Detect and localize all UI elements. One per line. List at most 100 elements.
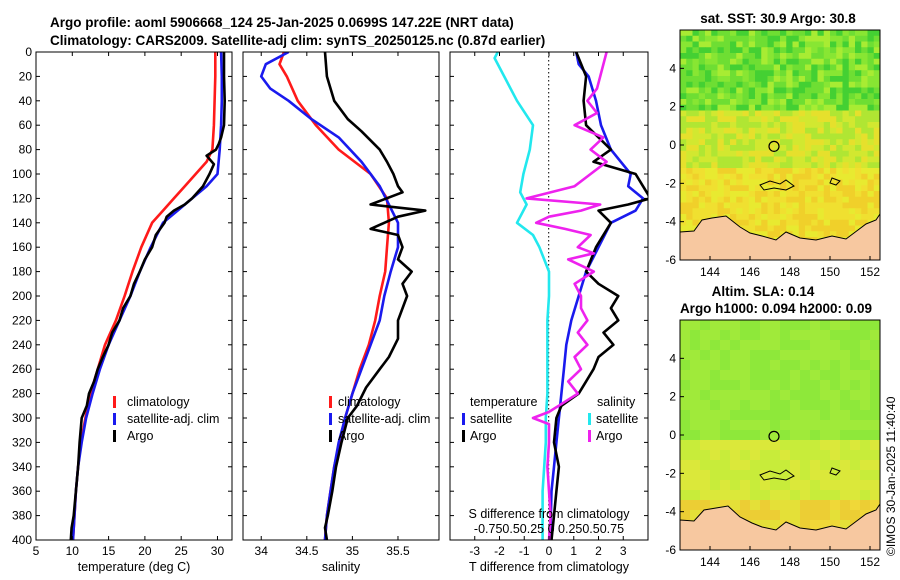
field-cell	[736, 87, 743, 94]
field-cell	[686, 202, 693, 209]
field-cell	[736, 41, 743, 48]
field-cell	[730, 440, 741, 451]
field-cell	[742, 104, 750, 111]
field-cell	[780, 179, 787, 186]
field-cell	[690, 330, 701, 341]
field-cell	[811, 35, 818, 42]
field-cell	[698, 145, 706, 152]
field-cell	[842, 127, 850, 134]
field-cell	[792, 41, 800, 48]
field-cell	[860, 360, 871, 371]
field-cell	[805, 64, 812, 71]
field-cell	[680, 53, 687, 60]
field-cell	[723, 30, 731, 37]
field-cell	[817, 219, 825, 226]
field-cell	[780, 139, 787, 146]
field-cell	[720, 360, 731, 371]
field-cell	[692, 219, 700, 226]
field-cell	[680, 139, 687, 146]
field-cell	[848, 179, 856, 186]
field-cell	[700, 400, 711, 411]
map-x-tick-label: 146	[740, 555, 760, 569]
field-cell	[805, 179, 812, 186]
field-cell	[773, 53, 781, 60]
field-cell	[720, 430, 731, 441]
field-cell	[742, 127, 750, 134]
field-cell	[700, 430, 711, 441]
field-cell	[736, 122, 743, 129]
field-cell	[798, 30, 806, 37]
field-cell	[748, 47, 756, 54]
field-cell	[810, 320, 821, 331]
field-cell	[686, 156, 693, 163]
field-cell	[861, 122, 868, 129]
field-cell	[760, 370, 771, 381]
y-tick-label: 100	[12, 167, 32, 181]
field-cell	[823, 35, 831, 42]
y-tick-label: 220	[12, 313, 32, 327]
field-cell	[823, 41, 831, 48]
field-cell	[840, 320, 851, 331]
field-cell	[855, 214, 862, 221]
field-cell	[810, 520, 821, 531]
field-cell	[750, 470, 761, 481]
field-cell	[820, 450, 831, 461]
field-cell	[767, 87, 775, 94]
field-cell	[780, 430, 791, 441]
field-cell	[848, 133, 856, 140]
field-cell	[717, 58, 725, 65]
field-cell	[805, 150, 812, 157]
field-cell	[736, 116, 743, 123]
field-cell	[736, 76, 743, 83]
field-cell	[823, 214, 831, 221]
field-cell	[736, 208, 743, 215]
field-cell	[770, 440, 781, 451]
field-cell	[711, 122, 718, 129]
field-cell	[720, 330, 731, 341]
field-cell	[840, 430, 851, 441]
field-cell	[780, 340, 791, 351]
field-cell	[817, 133, 825, 140]
field-cell	[705, 202, 712, 209]
field-cell	[842, 58, 850, 65]
field-cell	[823, 99, 831, 106]
field-cell	[692, 122, 700, 129]
legend-group-salinity: salinity	[597, 395, 636, 409]
map-x-tick-label: 150	[820, 265, 840, 279]
field-cell	[755, 30, 762, 37]
field-cell	[790, 400, 801, 411]
field-cell	[773, 41, 781, 48]
field-cell	[786, 99, 793, 106]
field-cell	[792, 64, 800, 71]
field-cell	[867, 162, 875, 169]
field-cell	[730, 179, 737, 186]
field-cell	[730, 139, 737, 146]
map-y-tick-label: 4	[669, 61, 676, 75]
field-cell	[790, 460, 801, 471]
y-tick-label: 20	[19, 69, 33, 83]
field-cell	[817, 104, 825, 111]
field-cell	[811, 168, 818, 175]
field-cell	[867, 35, 875, 42]
field-cell	[867, 104, 875, 111]
field-cell	[760, 330, 771, 341]
field-cell	[798, 53, 806, 60]
field-cell	[817, 35, 825, 42]
field-cell	[710, 370, 721, 381]
y-tick-label: 380	[12, 509, 32, 523]
field-cell	[867, 116, 875, 123]
field-cell	[680, 214, 687, 221]
field-cell	[830, 127, 837, 134]
field-cell	[861, 76, 868, 83]
field-cell	[873, 41, 880, 48]
field-cell	[798, 231, 806, 238]
legend-swatch-climatology	[113, 396, 116, 408]
field-cell	[786, 47, 793, 54]
field-cell	[710, 350, 721, 361]
field-cell	[848, 162, 856, 169]
field-cell	[780, 127, 787, 134]
field-cell	[823, 179, 831, 186]
field-cell	[860, 330, 871, 341]
field-cell	[711, 93, 718, 100]
field-cell	[798, 104, 806, 111]
